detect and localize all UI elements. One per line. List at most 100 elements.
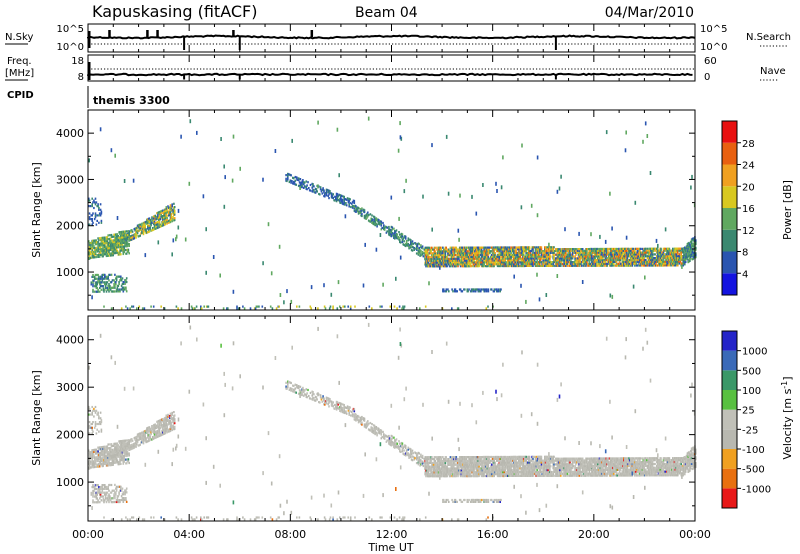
velocity-cell	[170, 416, 173, 419]
power-cell	[650, 249, 653, 252]
power-cell	[421, 250, 424, 254]
power-cell	[534, 263, 537, 266]
power-cell	[600, 253, 602, 256]
power-cell	[610, 264, 613, 267]
power-cell	[96, 254, 98, 257]
velocity-cell	[88, 449, 90, 452]
power-cell	[449, 254, 452, 257]
velocity-cell	[131, 439, 134, 442]
power-cell	[547, 262, 549, 266]
power-cell	[624, 262, 627, 265]
power-cell	[608, 262, 611, 265]
power-cell	[325, 190, 328, 193]
power-cell	[494, 246, 496, 249]
power-cell	[521, 257, 523, 260]
power-cell	[640, 247, 642, 250]
power-cell	[506, 250, 509, 253]
power-point	[224, 175, 226, 180]
power-point	[634, 200, 637, 205]
power-cell	[435, 255, 437, 259]
power-cell	[559, 257, 561, 260]
velocity-cell	[109, 464, 111, 467]
power-cell	[141, 222, 143, 225]
power-cell	[517, 255, 519, 258]
power-cell	[89, 253, 92, 256]
velocity-cell	[132, 445, 135, 448]
power-cell	[106, 277, 109, 280]
power-cell	[157, 222, 159, 226]
power-cell	[517, 255, 520, 258]
power-cell	[549, 255, 552, 258]
power-cell	[559, 253, 561, 256]
power-cell	[441, 246, 443, 249]
power-cell	[117, 284, 120, 287]
velocity-cell	[164, 430, 167, 433]
power-cell	[517, 264, 519, 268]
power-cell	[168, 210, 170, 213]
power-point	[330, 292, 333, 297]
power-cell	[661, 258, 663, 261]
velocity-cell	[138, 436, 141, 439]
power-cell	[357, 212, 360, 215]
power-cell	[467, 261, 469, 264]
power-cell	[431, 246, 433, 249]
power-cell	[451, 261, 453, 264]
power-cell	[418, 246, 420, 249]
power-cell	[528, 257, 531, 260]
power-cell	[366, 212, 368, 215]
power-cell	[500, 264, 502, 268]
power-cell	[529, 251, 532, 255]
power-cell	[668, 255, 671, 258]
velocity-cell	[155, 434, 157, 437]
power-cell	[429, 257, 431, 260]
power-cell	[471, 252, 474, 255]
power-cell	[166, 222, 168, 225]
power-cell	[318, 192, 320, 196]
power-cell	[95, 239, 98, 242]
power-cell	[552, 262, 554, 266]
power-cell	[656, 247, 659, 250]
power-cell	[450, 250, 453, 253]
power-cell	[311, 186, 313, 189]
power-cell	[527, 253, 529, 256]
power-cell	[591, 259, 593, 262]
power-cell	[588, 260, 591, 264]
power-cell	[98, 255, 100, 258]
velocity-cell	[95, 448, 98, 451]
velocity-cell	[93, 448, 95, 452]
velocity-cell	[111, 450, 114, 454]
power-cell	[475, 250, 478, 253]
power-cell	[626, 262, 629, 265]
power-cell	[527, 261, 529, 264]
power-cell	[592, 255, 595, 258]
power-cell	[353, 201, 356, 204]
velocity-cell	[103, 461, 105, 464]
power-point	[382, 282, 384, 287]
power-cell	[457, 307, 460, 310]
power-cell	[534, 253, 537, 256]
power-cell	[672, 251, 675, 254]
power-cell	[125, 230, 127, 233]
power-cell	[637, 255, 640, 258]
power-cell	[98, 212, 101, 215]
velocity-cell	[92, 452, 94, 455]
power-cell	[88, 245, 91, 248]
power-cell	[581, 249, 584, 252]
power-cell	[96, 281, 98, 284]
power-cell	[383, 224, 385, 227]
power-cell	[474, 290, 477, 293]
power-cell	[313, 191, 316, 194]
power-cell	[618, 262, 620, 265]
power-cell	[629, 251, 631, 254]
power-cell	[639, 257, 641, 260]
power-cell	[641, 260, 644, 263]
power-cell	[459, 252, 462, 255]
power-cell	[678, 247, 681, 250]
power-cell	[162, 224, 164, 227]
power-cell	[548, 251, 550, 254]
power-cell	[445, 290, 448, 293]
power-cell	[200, 305, 202, 308]
power-cell	[465, 265, 468, 268]
power-cell	[103, 251, 105, 254]
power-cell	[88, 253, 91, 256]
